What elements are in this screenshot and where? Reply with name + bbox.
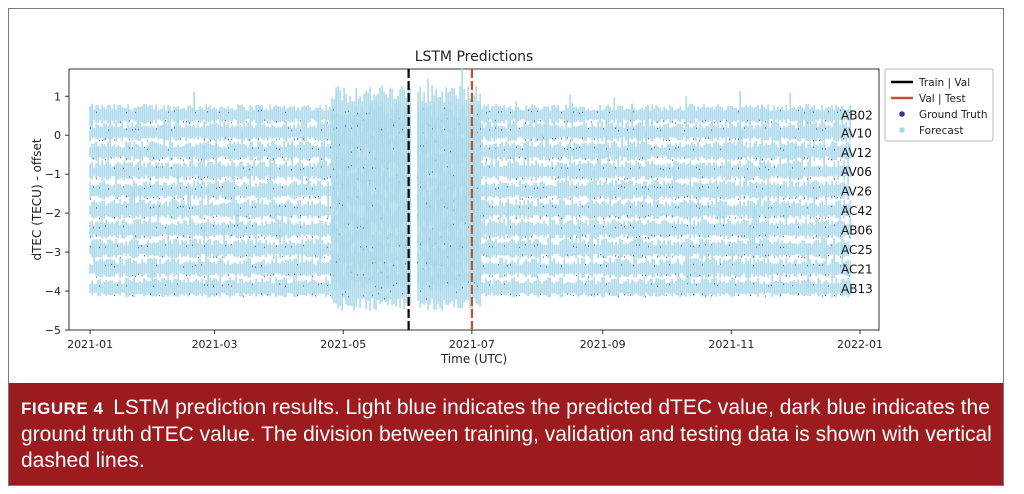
x-ticks: 2021-01 2021-03 2021-05 2021-07 2021-09 2021-… [67,330,883,351]
y-tick-label: 1 [54,90,61,103]
station-label-ac42: AC42 [841,204,873,218]
ground-truth-dots [99,281,850,300]
x-tick-label: 2021-11 [708,338,754,351]
legend-label-val-test: Val | Test [919,93,966,105]
traces [89,68,851,311]
x-axis-label: Time (UTC) [440,352,507,366]
caption-band: FIGURE 4 LSTM prediction results. Light … [9,383,1003,485]
x-tick-label: 2021-07 [449,338,495,351]
station-label-ac25: AC25 [841,243,873,257]
lstm-chart: LSTM Predictions AB02 AV10 AV12 AV06 AV26 AC4… [30,49,994,366]
x-tick-label: 2022-01 [837,338,883,351]
x-tick-label: 2021-01 [67,338,113,351]
x-tick-label: 2021-09 [580,338,626,351]
figure-frame: LSTM Predictions AB02 AV10 AV12 AV06 AV26 AC4… [8,8,1004,486]
station-label-ab06: AB06 [841,224,873,238]
x-tick-label: 2021-05 [320,338,366,351]
station-label-av26: AV26 [841,185,872,199]
figure-label: FIGURE 4 [21,399,104,418]
split-lines [407,69,473,330]
station-label-ab13: AB13 [841,282,873,296]
chart-title: LSTM Predictions [415,49,534,65]
station-label-av06: AV06 [841,165,872,179]
station-label-ab02: AB02 [841,109,873,123]
axes-frame [68,68,880,331]
station-labels: AB02 AV10 AV12 AV06 AV26 AC42 AB06 AC25 AC21 AB13 [841,109,873,296]
station-trace-ab06 [89,180,851,253]
y-tick-label: −3 [45,246,61,259]
ground-truth-dots [96,261,850,280]
y-tick-label: 0 [54,129,61,142]
legend-label-forecast: Forecast [919,125,963,137]
y-ticks: 1 0 −1 −2 −3 −4 −5 [45,90,69,337]
figure-caption: FIGURE 4 LSTM prediction results. Light … [21,395,996,474]
legend-swatch-ground-truth [899,111,905,117]
legend-label-train-val: Train | Val [918,77,970,89]
legend-label-ground-truth: Ground Truth [919,109,988,121]
caption-body: LSTM prediction results. Light blue indi… [21,396,992,472]
y-axis-label: dTEC (TECU) - offset [30,138,44,260]
legend: Train | Val Val | Test Ground Truth Forecas… [884,68,994,142]
forecast-band [89,246,851,311]
x-tick-label: 2021-03 [192,338,238,351]
station-trace-ab13 [89,246,851,311]
legend-swatch-forecast [899,127,905,133]
legend-box [884,68,994,142]
station-label-av10: AV10 [841,126,872,140]
station-label-av12: AV12 [841,146,872,160]
plot-area: LSTM Predictions AB02 AV10 AV12 AV06 AV26 AC4… [9,9,1003,383]
y-tick-label: −4 [45,285,61,298]
y-tick-label: −2 [45,207,61,220]
y-tick-label: −1 [45,168,61,181]
forecast-band [89,180,851,253]
station-label-ac21: AC21 [841,263,873,277]
y-tick-label: −5 [45,324,61,337]
